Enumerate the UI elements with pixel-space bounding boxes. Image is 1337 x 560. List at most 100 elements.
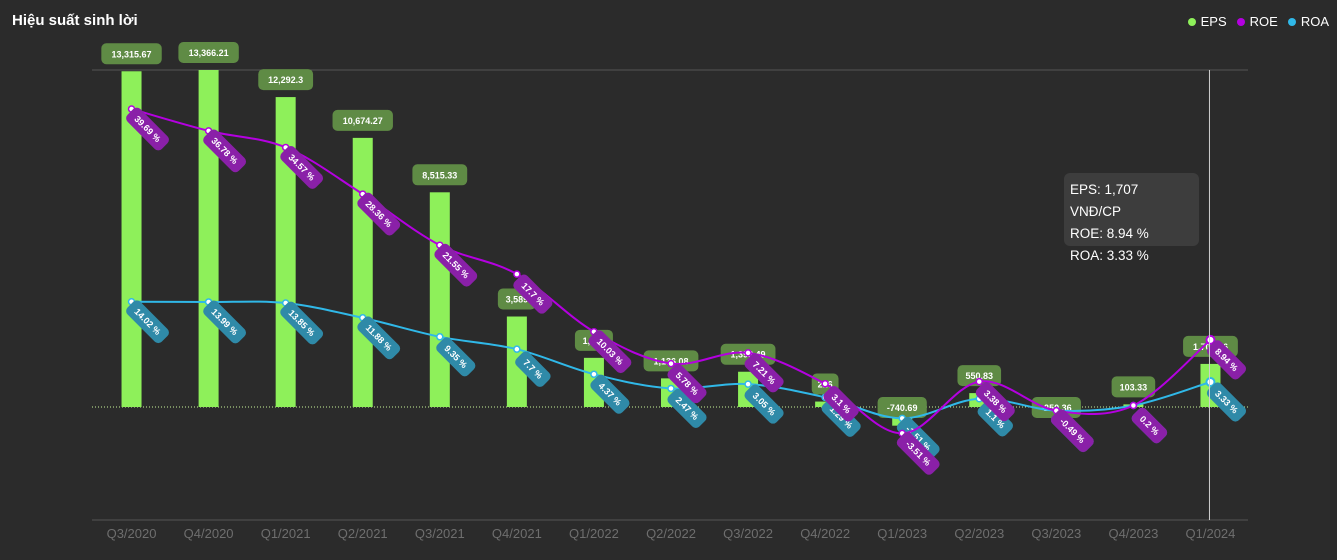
roa-point <box>590 370 598 378</box>
roe-label-box <box>975 382 1015 422</box>
x-tick-label: Q1/2024 <box>1186 526 1236 541</box>
roe-point <box>1129 401 1138 410</box>
eps-label-text: 550.83 <box>966 371 994 381</box>
x-tick-label: Q4/2020 <box>184 526 234 541</box>
roa-data-label: 7.7 % <box>515 351 551 387</box>
roa-label-box <box>977 401 1013 437</box>
roe-label-box <box>434 243 478 287</box>
tooltip: EPS: 1,707 VNĐ/CP ROE: 8.94 % ROA: 3.33 … <box>1064 173 1199 263</box>
legend-dot-icon <box>1287 17 1296 26</box>
eps-label-box <box>412 164 468 186</box>
eps-data-label: 103.33 <box>1111 376 1156 398</box>
eps-label-text: -740.69 <box>887 403 918 413</box>
x-tick-label: Q1/2021 <box>261 526 311 541</box>
roe-data-label: 28.36 % <box>357 192 401 236</box>
roa-label-box <box>203 300 247 344</box>
roa-point <box>667 384 675 393</box>
roa-point <box>1205 376 1216 387</box>
roe-label-box <box>744 353 784 393</box>
legend-label: EPS <box>1200 14 1227 29</box>
roe-point <box>513 270 521 278</box>
roe-label-box <box>126 107 169 151</box>
x-tick-label: Q2/2023 <box>954 526 1004 541</box>
x-tick-label: Q3/2020 <box>107 526 157 541</box>
roe-line <box>131 108 1212 435</box>
roe-label-box <box>280 146 324 189</box>
roe-data-label: 0.2 % <box>1131 407 1168 444</box>
x-tick-label: Q4/2023 <box>1108 526 1158 541</box>
legend-label: ROA <box>1300 14 1329 29</box>
x-tick-label: Q4/2021 <box>492 526 542 541</box>
roe-label-box <box>1206 340 1247 380</box>
roa-label-box <box>744 384 784 424</box>
roe-label-box <box>203 129 247 173</box>
roe-label-box <box>823 385 859 422</box>
roe-label-box <box>513 274 553 314</box>
roe-point <box>667 359 675 368</box>
roa-label-box <box>126 300 169 344</box>
eps-label-box <box>1111 376 1156 398</box>
legend-item-roa[interactable]: ROA <box>1287 14 1329 29</box>
eps-label-text: 12,292.3 <box>268 75 303 85</box>
tooltip-roa: ROA: 3.33 % <box>1070 248 1149 263</box>
roe-label-box <box>1131 407 1168 444</box>
eps-data-label: 8,515.33 <box>412 164 468 186</box>
eps-label-box <box>258 69 314 91</box>
eps-data-label: 12,292.3 <box>258 69 314 91</box>
tooltip-eps: EPS: 1,707 VNĐ/CP <box>1070 182 1139 219</box>
roe-point <box>975 377 984 386</box>
roa-point <box>744 380 752 388</box>
chart-title: Hiệu suất sinh lời <box>12 12 138 29</box>
roe-point <box>821 379 829 388</box>
legend-dot-icon <box>1187 17 1196 26</box>
eps-label-text: 13,315.67 <box>112 49 152 59</box>
roa-label-box <box>515 351 551 387</box>
roe-data-label: -0.49 % <box>1050 409 1094 453</box>
roe-label-box <box>588 330 632 374</box>
x-tick-label: Q2/2022 <box>646 526 696 541</box>
roe-data-label: 8.94 % <box>1206 340 1247 380</box>
eps-bar <box>429 192 450 407</box>
eps-label-box <box>332 109 393 131</box>
eps-label-text: 10,674.27 <box>343 116 383 126</box>
x-tick-label: Q3/2022 <box>723 526 773 541</box>
roa-label-box <box>1206 382 1247 422</box>
x-tick-label: Q4/2022 <box>800 526 850 541</box>
eps-data-label: -740.69 <box>877 397 927 418</box>
roa-label-box <box>436 337 476 377</box>
legend-dot-icon <box>1236 17 1245 26</box>
roe-label-box <box>667 364 707 404</box>
legend: EPS ROE ROA <box>1187 14 1329 29</box>
legend-label: ROE <box>1249 14 1278 29</box>
roa-point <box>436 333 444 341</box>
eps-data-label: 13,315.67 <box>101 43 162 65</box>
eps-label-box <box>178 42 239 63</box>
eps-label-text: 3,589 <box>506 295 529 305</box>
roa-label-box <box>357 316 401 360</box>
legend-item-eps[interactable]: EPS <box>1187 14 1227 29</box>
eps-data-label: 10,674.27 <box>332 109 393 131</box>
roe-label-box <box>896 431 940 475</box>
roa-label-box <box>590 374 630 414</box>
eps-label-box <box>101 43 162 65</box>
x-tick-label: Q1/2022 <box>569 526 619 541</box>
eps-label-box <box>877 397 927 418</box>
x-tick-label: Q3/2023 <box>1031 526 1081 541</box>
x-tick-label: Q2/2021 <box>338 526 388 541</box>
roe-point <box>744 349 752 357</box>
x-tick-label: Q1/2023 <box>877 526 927 541</box>
roe-label-box <box>1050 409 1094 453</box>
eps-bar <box>198 70 219 407</box>
roe-point <box>1205 334 1216 345</box>
roe-label-box <box>357 192 401 236</box>
legend-item-roe[interactable]: ROE <box>1236 14 1278 29</box>
roe-data-label: 3.1 % <box>823 385 859 422</box>
roa-label-box <box>280 301 324 345</box>
roa-label-box <box>896 416 940 460</box>
eps-data-label: 13,366.21 <box>178 42 239 63</box>
eps-bar <box>275 97 296 408</box>
eps-label-text: 103.33 <box>1120 382 1148 392</box>
x-tick-label: Q3/2021 <box>415 526 465 541</box>
roa-label-box <box>821 397 861 437</box>
